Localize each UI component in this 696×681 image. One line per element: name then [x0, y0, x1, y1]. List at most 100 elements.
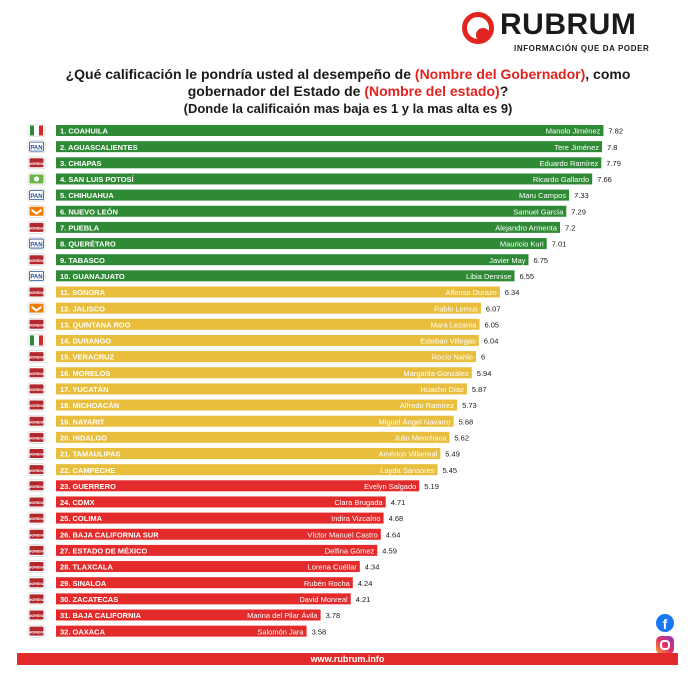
logo-ring-icon [462, 12, 494, 44]
state-label: 17. YUCATÁN [60, 385, 108, 394]
governor-label: Pablo Lemus [434, 304, 478, 313]
bar [56, 415, 454, 427]
governor-label: Maru Campos [519, 191, 566, 200]
chart-subtitle: (Donde la calificaión mas baja es 1 y la… [183, 101, 513, 116]
value-label: 6.04 [484, 337, 499, 346]
party-logo-icon: MORENA [29, 323, 45, 327]
bar [56, 334, 479, 346]
party-logo-icon: MORENA [29, 404, 45, 408]
governor-label: David Monreal [299, 595, 348, 604]
party-logo-icon [29, 449, 44, 458]
bar [56, 238, 547, 250]
party-logo-icon: MORENA [29, 453, 45, 457]
footer-url[interactable]: www.rubrum.info [310, 654, 385, 664]
governor-label: Samuel García [513, 207, 564, 216]
value-label: 4.64 [386, 530, 401, 539]
state-label: 30. ZACATECAS [60, 595, 118, 604]
party-logo-icon [31, 208, 42, 215]
party-logo-icon: MORENA [29, 582, 45, 586]
party-logo-icon [29, 481, 44, 491]
party-logo-icon: MORENA [29, 566, 45, 570]
party-logo-icon: MORENA [29, 469, 45, 473]
state-label: 29. SINALOA [60, 579, 107, 588]
value-label: 7.82 [608, 127, 623, 136]
state-label: 20. HIDALGO [60, 433, 107, 442]
instagram-icon[interactable] [656, 636, 674, 654]
party-logo-icon [29, 513, 44, 523]
party-logo-icon: MORENA [29, 550, 45, 554]
governor-label: Tere Jiménez [554, 143, 599, 152]
governor-label: Miguel Ángel Navarro [378, 417, 450, 426]
governor-label: Manolo Jiménez [546, 127, 601, 136]
value-label: 7.8 [607, 143, 617, 152]
value-label: 4.24 [358, 579, 373, 588]
party-logo-icon [29, 578, 44, 588]
state-label: 10. GUANAJUATO [60, 272, 125, 281]
state-label: 9. TABASCO [60, 256, 105, 265]
bar [56, 157, 602, 169]
governor-label: Alfredo Ramírez [400, 401, 454, 410]
bar [56, 496, 386, 508]
state-label: 25. COLIMA [60, 514, 103, 523]
state-label: 8. QUERÉTARO [60, 240, 116, 249]
party-logo-icon [29, 416, 44, 426]
logo-tagline: INFORMACIÓN QUE DA PODER [514, 44, 650, 53]
state-label: 13. QUINTANA ROO [60, 320, 131, 329]
value-label: 4.34 [365, 563, 380, 572]
state-label: 1. COAHUILA [60, 127, 109, 136]
bar [56, 577, 353, 589]
governor-label: Julio Menchaca [394, 433, 447, 442]
governor-label: Libia Dennise [466, 272, 511, 281]
bar [56, 609, 321, 621]
governor-label: Alfonso Durazo [446, 288, 497, 297]
party-logo-icon [29, 497, 44, 507]
party-logo-icon [29, 400, 44, 410]
party-logo-icon [29, 529, 44, 539]
bar [56, 205, 567, 217]
footer-bar: www.rubrum.info [17, 653, 678, 665]
party-logo-icon: PAN [30, 242, 42, 248]
party-logo-icon [29, 562, 44, 572]
bar [56, 254, 529, 266]
party-logo-icon [34, 125, 39, 136]
value-label: 7.66 [597, 175, 612, 184]
value-label: 6.75 [534, 256, 549, 265]
party-logo-icon [30, 125, 34, 136]
bar [56, 367, 472, 379]
governor-label: Mauricio Kuri [500, 240, 544, 249]
state-label: 32. OAXACA [60, 627, 106, 636]
bar [56, 270, 515, 282]
party-logo-icon: MORENA [29, 501, 45, 505]
bar [56, 173, 593, 185]
state-label: 16. MORELOS [60, 369, 110, 378]
value-label: 5.19 [424, 482, 439, 491]
bar [56, 593, 351, 605]
facebook-icon[interactable]: f [656, 614, 674, 632]
bar [56, 189, 570, 201]
party-logo-icon [29, 255, 44, 265]
state-label: 3. CHIAPAS [60, 159, 102, 168]
state-label: 15. VERACRUZ [60, 353, 115, 362]
party-logo-icon [39, 125, 43, 136]
party-logo-icon: MORENA [29, 436, 45, 440]
party-logo-icon [39, 335, 43, 346]
party-logo-icon: MORENA [29, 517, 45, 521]
value-label: 7.2 [565, 224, 575, 233]
value-label: 5.68 [459, 417, 474, 426]
party-logo-icon [29, 303, 44, 313]
party-logo-icon [29, 287, 44, 297]
party-logo-icon [29, 368, 44, 378]
value-label: 5.49 [445, 450, 460, 459]
value-label: 6.05 [485, 320, 500, 329]
party-logo-icon [29, 222, 44, 232]
bar [56, 512, 384, 524]
value-label: 5.73 [462, 401, 477, 410]
value-label: 7.33 [574, 191, 589, 200]
value-label: 7.01 [552, 240, 567, 249]
governor-label: Huacho Díaz [421, 385, 465, 394]
party-logo-icon [29, 545, 44, 555]
party-logo-icon: MORENA [29, 614, 45, 618]
chart-title: ¿Qué calificación le pondría usted al de… [0, 66, 696, 117]
bar [56, 625, 307, 637]
